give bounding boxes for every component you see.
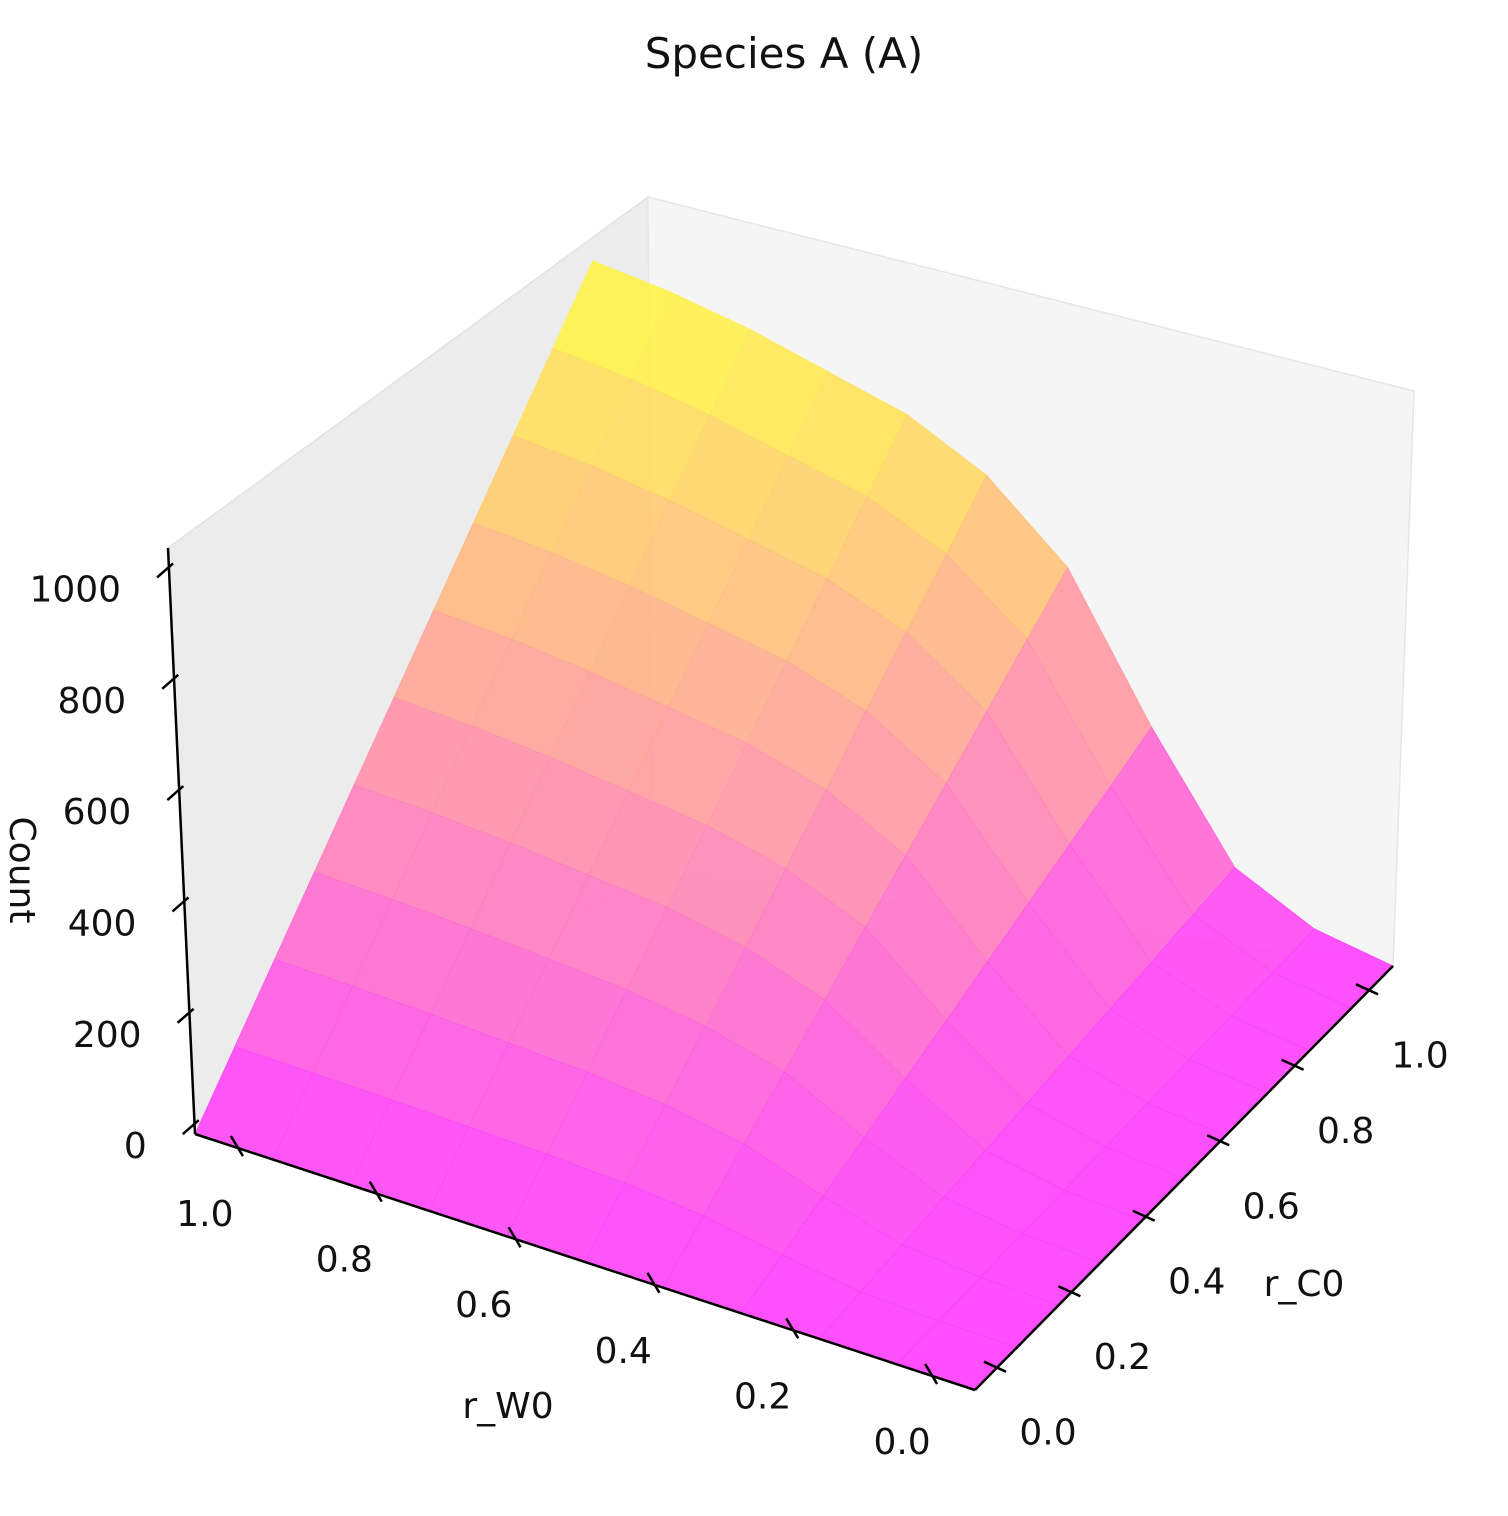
- y-tick-5: [1355, 983, 1379, 996]
- z-tick-4: [161, 673, 180, 690]
- y-tick-label-1: 0.2: [1094, 1337, 1151, 1378]
- y-tick-label-5: 1.0: [1391, 1035, 1448, 1076]
- y-tick-label-2: 0.4: [1168, 1262, 1225, 1303]
- x-tick-1: [785, 1317, 800, 1339]
- x-tick-label-2: 0.4: [595, 1331, 652, 1372]
- y-axis-label: r_C0: [1264, 1264, 1345, 1305]
- x-tick-label-1: 0.2: [734, 1376, 791, 1417]
- axis-ticks: 0.0 0.2 0.4 0.6 0.8 1.0 0.0 0.2 0.4 0.6 0.8 1.0 0 200…: [29, 562, 1449, 1463]
- z-tick-label-1: 200: [73, 1015, 142, 1056]
- x-tick-label-4: 0.8: [316, 1240, 373, 1281]
- surface-mesh: [194, 260, 1394, 1391]
- z-tick-label-2: 400: [68, 903, 137, 944]
- y-tick-0: [983, 1360, 1007, 1373]
- x-tick-0: [924, 1363, 939, 1385]
- x-axis-label: r_W0: [462, 1386, 553, 1427]
- x-axis-line: [194, 1132, 976, 1392]
- z-axis-line: [166, 547, 197, 1135]
- x-tick-5: [229, 1135, 244, 1157]
- x-tick-label-5: 1.0: [176, 1194, 233, 1235]
- x-tick-4: [368, 1181, 383, 1203]
- y-tick-4: [1281, 1058, 1305, 1071]
- y-tick-3: [1206, 1134, 1230, 1147]
- y-tick-label-3: 0.6: [1243, 1186, 1300, 1227]
- x-tick-label-0: 0.0: [873, 1422, 930, 1463]
- z-tick-2: [171, 896, 190, 913]
- chart-title: Species A (A): [645, 29, 924, 78]
- z-tick-5: [156, 562, 174, 579]
- z-tick-label-0: 0: [124, 1126, 147, 1167]
- z-tick-label-5: 1000: [29, 569, 121, 610]
- z-tick-3: [166, 785, 185, 802]
- x-tick-label-3: 0.6: [455, 1285, 512, 1326]
- x-tick-2: [646, 1272, 661, 1294]
- z-axis-label: Count: [1, 817, 42, 924]
- y-tick-label-0: 0.0: [1019, 1413, 1076, 1454]
- y-tick-2: [1132, 1209, 1156, 1222]
- z-tick-0: [181, 1119, 200, 1136]
- y-axis-line: [974, 965, 1394, 1391]
- z-tick-label-4: 800: [57, 681, 126, 722]
- z-tick-label-3: 600: [63, 792, 132, 833]
- z-tick-1: [176, 1007, 195, 1024]
- y-tick-label-4: 0.8: [1317, 1111, 1374, 1152]
- x-tick-3: [507, 1226, 522, 1248]
- y-tick-1: [1057, 1285, 1081, 1298]
